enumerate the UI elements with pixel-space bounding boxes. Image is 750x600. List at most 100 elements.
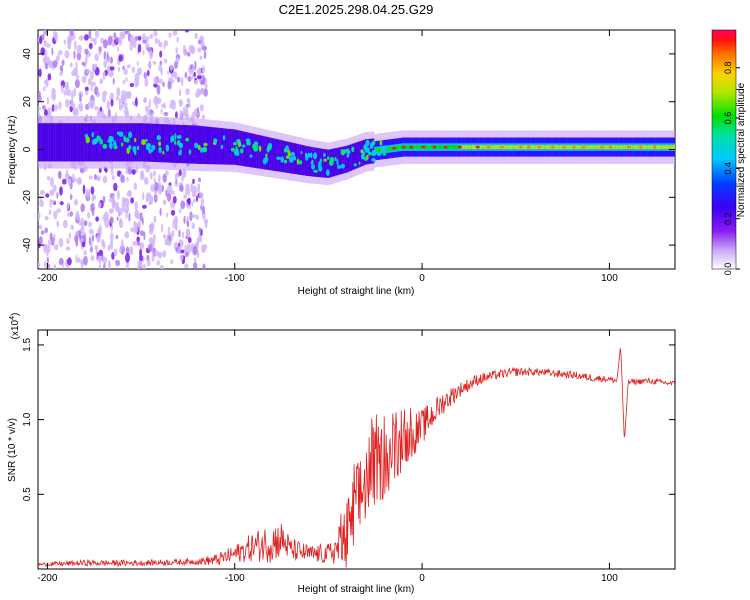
noise-blob <box>102 213 108 222</box>
band-core <box>306 146 309 176</box>
band-ridge <box>636 145 639 149</box>
noise-blob <box>167 80 172 90</box>
noise-blob <box>103 51 107 60</box>
band-core <box>325 149 328 178</box>
noise-blob <box>117 46 120 52</box>
ridge-blob <box>235 150 240 157</box>
ridge-blob <box>91 131 95 138</box>
ridge-blob <box>113 145 118 150</box>
noise-blob <box>148 200 152 206</box>
band-core <box>224 128 227 165</box>
noise-blob <box>94 106 99 111</box>
ridge-blob <box>358 161 361 165</box>
noise-blob <box>200 204 203 211</box>
noise-blob <box>139 230 145 236</box>
ridge-blob <box>146 144 151 151</box>
noise-blob <box>136 241 141 247</box>
noise-blob <box>42 57 47 64</box>
band-core <box>342 146 345 174</box>
band-ridge <box>424 145 427 149</box>
noise-blob <box>56 192 59 199</box>
noise-blob <box>184 244 187 253</box>
band-ridge <box>481 145 484 149</box>
band-ridge <box>496 145 499 149</box>
noise-blob <box>104 167 108 173</box>
noise-blob <box>196 250 200 259</box>
noise-blob <box>192 178 195 184</box>
noise-blob <box>172 30 178 36</box>
noise-blob <box>38 224 43 230</box>
noise-blob <box>69 193 73 200</box>
noise-blob <box>71 70 77 77</box>
band-ridge <box>604 145 607 149</box>
noise-blob <box>98 51 102 56</box>
noise-blob <box>45 78 49 88</box>
ridge-blob <box>360 149 364 154</box>
ridge-blob <box>300 150 303 155</box>
band-ridge <box>503 145 506 149</box>
ridge-blob <box>305 154 309 161</box>
band-ridge <box>509 145 512 149</box>
noise-blob <box>73 87 77 97</box>
noise-blob <box>39 36 43 45</box>
noise-blob <box>46 43 51 48</box>
noise-blob <box>85 55 88 66</box>
noise-blob <box>165 212 169 218</box>
ridge-blob <box>93 138 99 143</box>
noise-blob <box>153 177 156 185</box>
noise-blob <box>93 37 97 46</box>
noise-blob <box>51 104 55 112</box>
noise-blob <box>70 90 74 100</box>
band-ridge <box>593 145 596 149</box>
noise-blob <box>89 71 94 80</box>
ridge-blob <box>174 133 177 141</box>
band-ridge <box>428 145 431 149</box>
noise-blob <box>110 99 114 107</box>
snr-scale-exponent: 4 <box>9 316 16 320</box>
noise-blob <box>83 255 88 266</box>
noise-blob <box>121 196 125 203</box>
band-core <box>119 123 122 162</box>
band-ridge <box>376 148 379 153</box>
band-ridge <box>482 145 486 149</box>
band-core <box>248 132 251 168</box>
noise-blob <box>59 71 63 77</box>
noise-blob <box>40 230 45 235</box>
band-core <box>359 141 362 167</box>
band-ridge <box>580 145 583 149</box>
noise-blob <box>154 37 158 45</box>
noise-blob <box>199 55 203 60</box>
noise-blob <box>197 39 202 45</box>
noise-blob <box>154 181 159 192</box>
band-ridge <box>548 145 551 149</box>
noise-blob <box>124 30 130 35</box>
noise-blob <box>88 30 92 40</box>
band-ridge <box>419 145 422 149</box>
ridge-blob <box>325 169 330 176</box>
noise-blob <box>52 60 58 68</box>
ridge-blob <box>213 138 218 143</box>
ridge-blob <box>264 156 269 163</box>
band-core <box>256 134 259 169</box>
ridge-blob <box>237 141 242 148</box>
band-core <box>160 124 163 163</box>
band-core <box>303 145 306 176</box>
noise-blob <box>62 219 68 229</box>
noise-blob <box>159 50 163 58</box>
ridge-hotspot <box>486 145 491 149</box>
band-core <box>245 132 248 167</box>
noise-blob <box>84 34 89 41</box>
noise-blob <box>168 32 172 38</box>
band-core <box>301 144 304 176</box>
band-ridge <box>595 145 598 149</box>
noise-blob <box>74 78 80 89</box>
noise-blob <box>81 61 86 66</box>
band-ridge <box>451 145 454 149</box>
noise-blob <box>102 256 108 264</box>
band-core <box>138 123 141 162</box>
noise-blob <box>154 250 160 257</box>
noise-blob <box>199 88 205 95</box>
noise-blob <box>51 91 56 101</box>
noise-blob <box>73 177 77 182</box>
noise-blob <box>135 97 138 107</box>
